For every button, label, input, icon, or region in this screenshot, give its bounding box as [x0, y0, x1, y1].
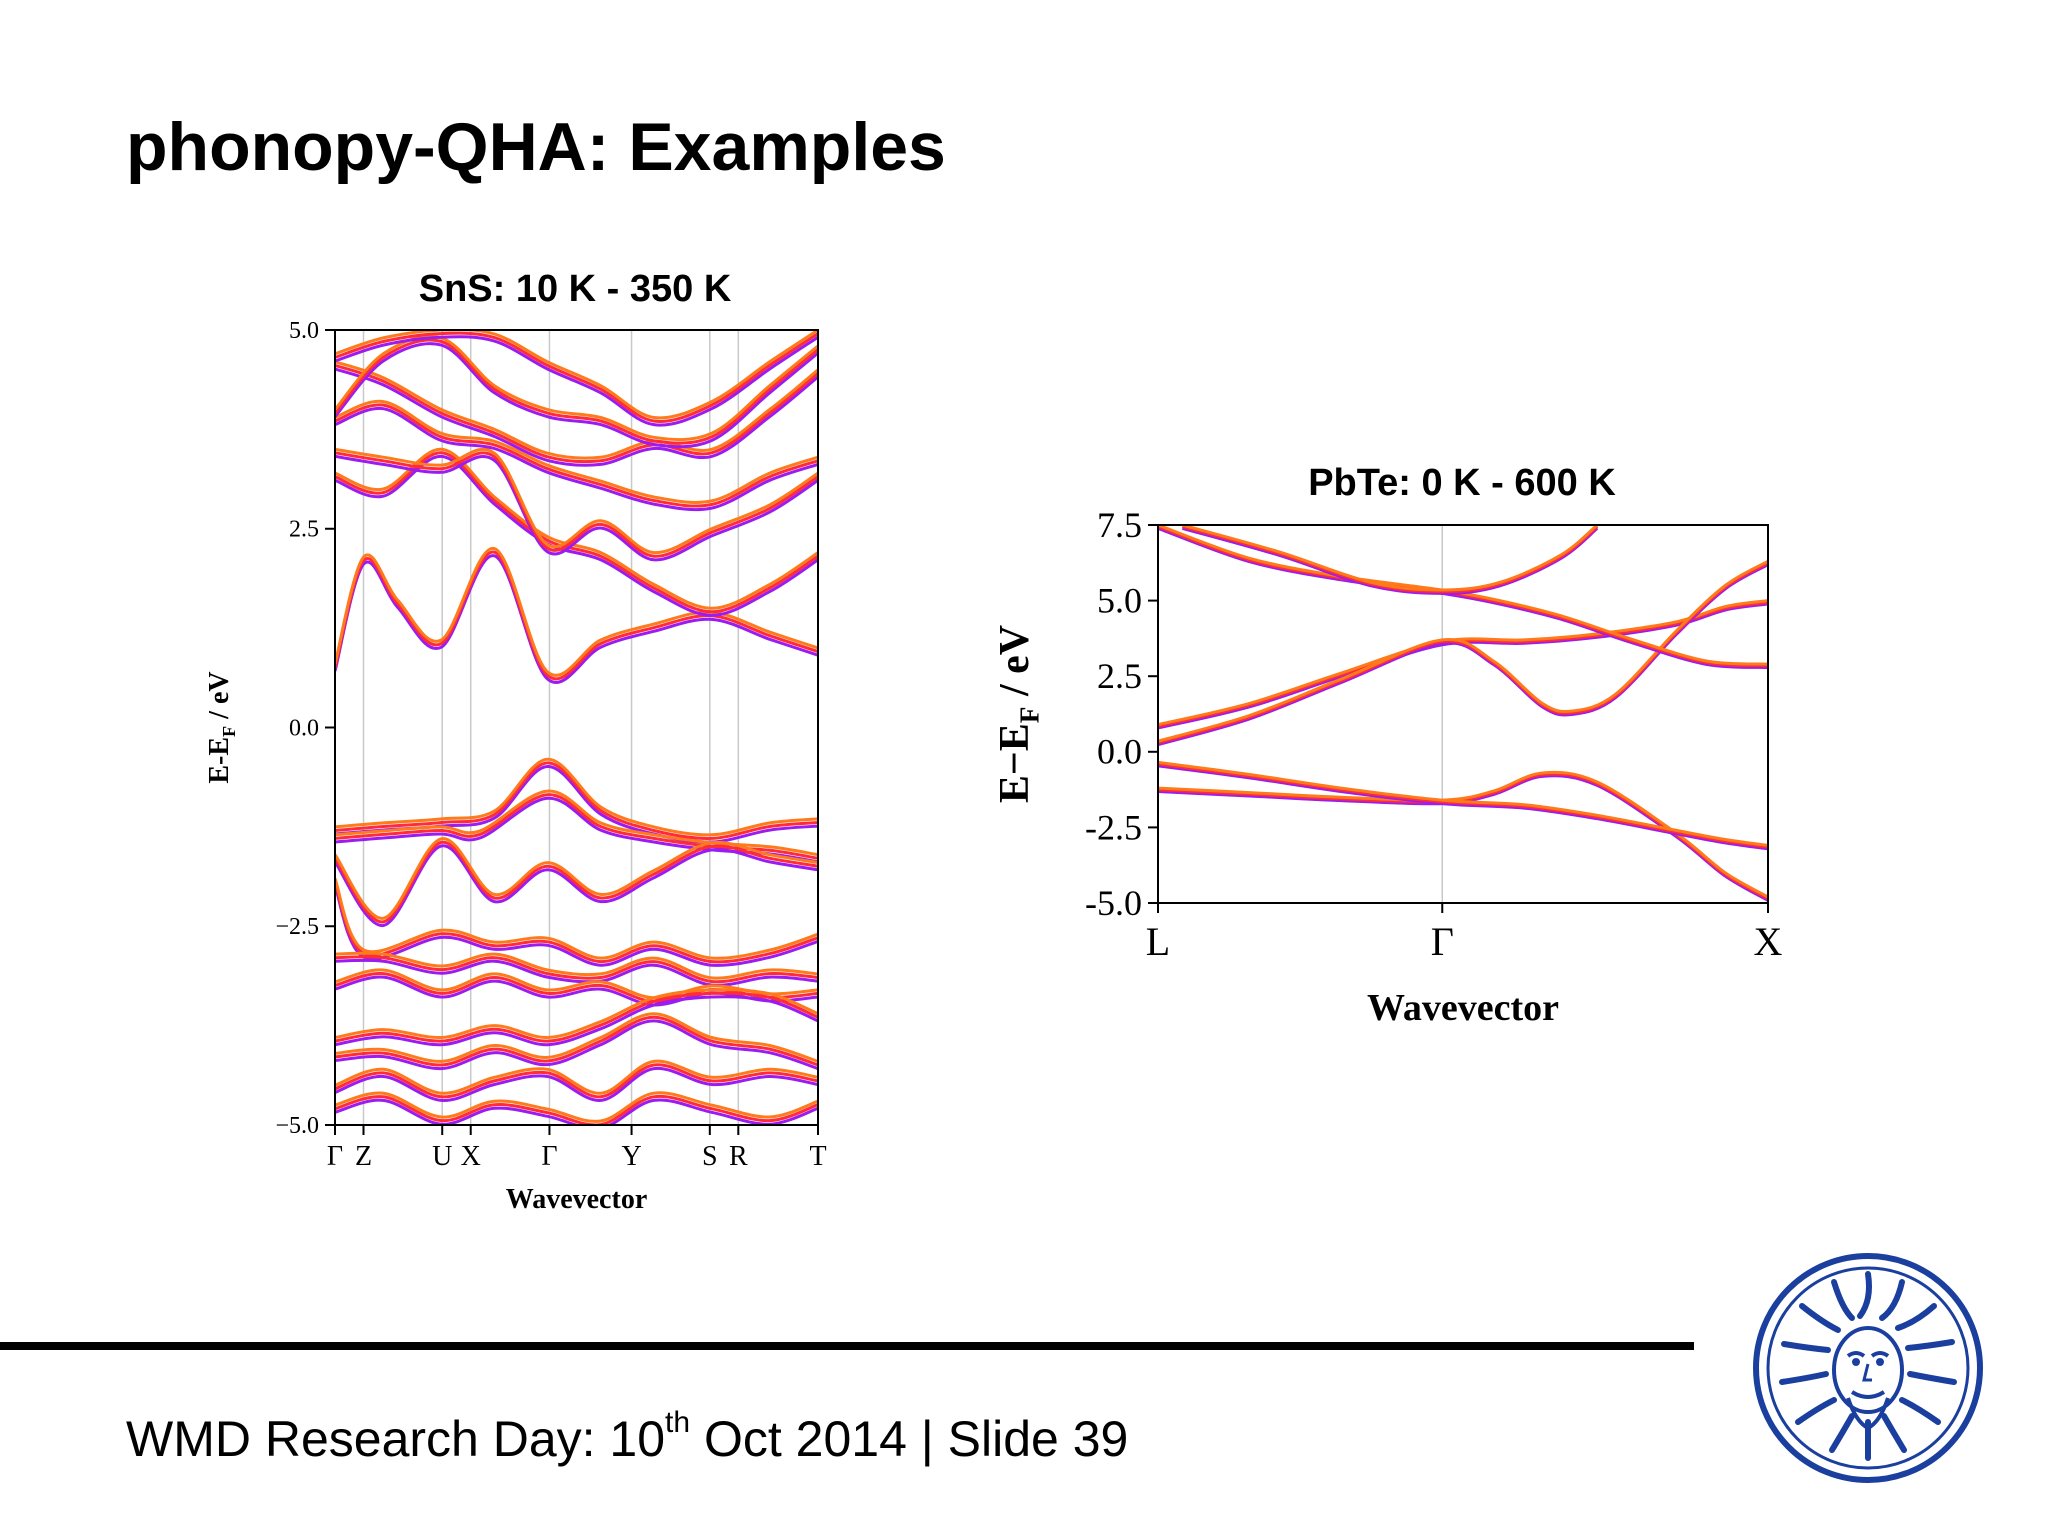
x-tick-label: Γ: [1431, 919, 1454, 964]
x-tick-label: Γ: [541, 1141, 557, 1172]
y-tick-label: 2.5: [1097, 656, 1142, 696]
x-tick-label: S: [702, 1141, 718, 1172]
band-series-line: [1158, 525, 1768, 666]
y-tick-label: −2.5: [275, 914, 319, 940]
footer-divider: [0, 1342, 1694, 1350]
band-series-line: [1158, 764, 1768, 851]
band-series-line: [335, 330, 818, 420]
x-tick-label: L: [1146, 919, 1170, 964]
footer-text: WMD Research Day: 10th Oct 2014 | Slide …: [126, 1406, 1129, 1468]
y-tick-label: 5.0: [1097, 580, 1142, 620]
band-series-line: [335, 958, 818, 987]
x-tick-label: X: [1754, 919, 1783, 964]
footer-superscript: th: [665, 1406, 691, 1439]
y-tick-label: -2.5: [1085, 807, 1142, 847]
band-series-line: [1158, 559, 1768, 743]
band-series-line: [335, 1012, 818, 1063]
band-series-line: [1158, 770, 1768, 899]
x-tick-label: Z: [355, 1141, 372, 1172]
band-series-line: [1158, 525, 1768, 668]
pbte-panel-title: PbTe: 0 K - 600 K: [1308, 462, 1616, 504]
y-tick-label: 7.5: [1097, 505, 1142, 545]
band-series-line: [1158, 600, 1768, 728]
band-series-line: [335, 451, 818, 558]
x-axis-label: Wavevector: [1367, 987, 1559, 1029]
y-axis-label: E−EF / eV: [992, 625, 1045, 803]
band-series-line: [335, 1066, 818, 1102]
y-tick-label: 0.0: [289, 715, 319, 741]
band-series-line: [1158, 526, 1768, 669]
band-series-line: [335, 1019, 818, 1071]
band-series-line: [335, 399, 818, 504]
x-tick-label: X: [461, 1141, 481, 1172]
band-series-line: [335, 761, 818, 840]
band-series-line: [335, 757, 818, 837]
footer-rest: Oct 2014 | Slide 39: [690, 1411, 1129, 1467]
band-series-line: [335, 837, 818, 920]
band-series-line: [335, 454, 818, 617]
band-series-line: [335, 991, 818, 1043]
band-series-line: [335, 955, 818, 984]
slide-title: phonopy-QHA: Examples: [126, 109, 946, 185]
band-series-line: [335, 988, 818, 1040]
band-series-line: [335, 403, 818, 508]
x-tick-label: Γ: [327, 1141, 343, 1172]
band-series-line: [335, 335, 818, 427]
band-series-line: [1182, 525, 1599, 592]
band-series-line: [1158, 599, 1768, 727]
band-series-line: [335, 878, 818, 960]
band-series-line: [335, 1063, 818, 1099]
y-tick-label: 2.5: [289, 517, 319, 543]
x-tick-label: R: [729, 1141, 748, 1172]
footer-main: WMD Research Day: 10: [126, 1411, 666, 1467]
band-series-line: [335, 951, 818, 980]
y-tick-label: 0.0: [1097, 732, 1142, 772]
y-tick-label: −5.0: [275, 1113, 319, 1139]
band-series-line: [335, 1094, 818, 1125]
band-series-line: [335, 454, 818, 562]
band-series-line: [335, 1059, 818, 1095]
x-tick-label: Y: [621, 1141, 641, 1172]
band-series-line: [1158, 762, 1768, 849]
band-series-line: [1158, 602, 1768, 730]
band-series-line: [335, 342, 818, 449]
band-series-line: [335, 338, 818, 445]
y-tick-label: 5.0: [289, 318, 319, 344]
band-series-line: [335, 1015, 818, 1067]
band-series-line: [335, 840, 818, 924]
band-series-line: [335, 360, 818, 460]
x-tick-label: U: [432, 1141, 452, 1172]
band-series-line: [1158, 760, 1768, 847]
band-series-line: [335, 367, 818, 467]
plot-frame: [1157, 524, 1769, 904]
band-series-line: [335, 363, 818, 464]
y-tick-label: -5.0: [1085, 883, 1142, 923]
y-axis-label: E-EF / eV: [204, 671, 239, 783]
x-tick-label: T: [809, 1141, 826, 1172]
university-seal-icon: [1753, 1253, 1983, 1483]
band-series-line: [335, 407, 818, 512]
band-series-line: [335, 1091, 818, 1123]
band-series-line: [335, 995, 818, 1047]
band-series-line: [335, 331, 818, 423]
band-series-line: [335, 447, 818, 555]
band-lines: [335, 330, 818, 1125]
band-series-line: [335, 844, 818, 927]
band-lines: [1158, 525, 1768, 902]
x-axis-label: Wavevector: [506, 1184, 648, 1215]
sns-panel-title: SnS: 10 K - 350 K: [418, 268, 732, 310]
